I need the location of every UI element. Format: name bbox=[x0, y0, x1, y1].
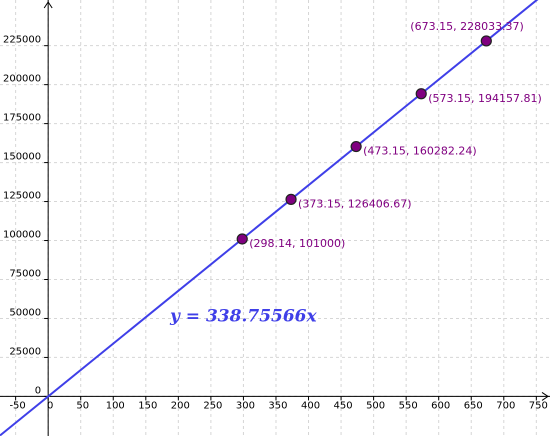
point-label: (473.15, 160282.24) bbox=[363, 145, 477, 158]
x-tick-label: 200 bbox=[171, 400, 190, 411]
x-tick-label: 50 bbox=[76, 400, 89, 411]
point-label: (673.15, 228033.37) bbox=[410, 20, 524, 33]
axis-arrow bbox=[43, 1, 53, 9]
x-tick-label: 750 bbox=[529, 400, 548, 411]
y-tick-label: 150000 bbox=[3, 152, 41, 163]
y-tick-label: 75000 bbox=[9, 268, 41, 279]
point-label: (373.15, 126406.67) bbox=[298, 197, 412, 210]
y-tick-label: 125000 bbox=[3, 191, 41, 202]
x-tick-label: 150 bbox=[138, 400, 157, 411]
x-tick-label: 300 bbox=[236, 400, 255, 411]
y-tick-label: 0 bbox=[35, 385, 41, 396]
x-tick-label: 250 bbox=[203, 400, 222, 411]
point-label: (573.15, 194157.81) bbox=[428, 92, 542, 105]
x-tick-label: 550 bbox=[399, 400, 418, 411]
y-tick-label: 50000 bbox=[9, 307, 41, 318]
data-point bbox=[285, 193, 297, 205]
x-tick-label: 350 bbox=[268, 400, 287, 411]
x-tick-label: 650 bbox=[464, 400, 483, 411]
data-point bbox=[415, 88, 427, 100]
x-tick-label: 600 bbox=[431, 400, 450, 411]
y-tick-label: 25000 bbox=[9, 346, 41, 357]
equation-label: y = 338.75566x bbox=[169, 307, 318, 327]
axis-arrow bbox=[541, 391, 549, 401]
x-tick-label: 500 bbox=[366, 400, 385, 411]
x-tick-label: 100 bbox=[106, 400, 125, 411]
data-point bbox=[480, 35, 492, 47]
y-tick-label: 225000 bbox=[3, 35, 41, 46]
x-tick-label: 700 bbox=[496, 400, 515, 411]
x-tick-label: 0 bbox=[47, 400, 53, 411]
point-label: (298.14, 101000) bbox=[249, 237, 345, 250]
y-tick-label: 175000 bbox=[3, 113, 41, 124]
data-point bbox=[236, 233, 248, 245]
y-tick-label: 200000 bbox=[3, 74, 41, 85]
x-tick-label: -50 bbox=[9, 400, 25, 411]
x-tick-label: 400 bbox=[301, 400, 320, 411]
data-point bbox=[350, 140, 362, 153]
y-tick-label: 100000 bbox=[3, 230, 41, 241]
x-tick-label: 450 bbox=[334, 400, 353, 411]
